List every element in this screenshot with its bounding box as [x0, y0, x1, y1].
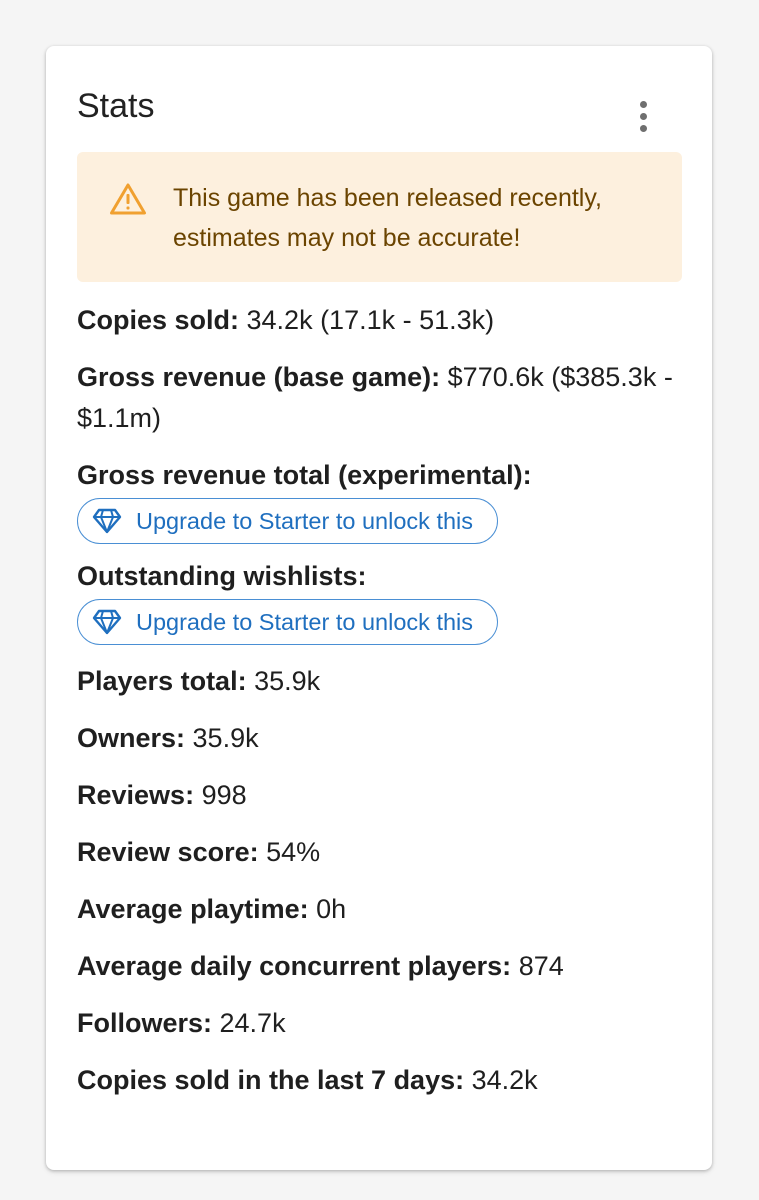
- upgrade-button-label: Upgrade to Starter to unlock this: [136, 608, 474, 635]
- upgrade-button[interactable]: Upgrade to Starter to unlock this: [77, 498, 499, 544]
- stat-value: 874: [511, 951, 564, 981]
- card-title: Stats: [77, 87, 155, 125]
- diamond-icon: [92, 508, 122, 534]
- stat-outstanding-wishlists: Outstanding wishlists: Upgrade to Starte…: [77, 556, 677, 647]
- stat-value: 35.9k: [185, 723, 259, 753]
- stat-label: Review score:: [77, 837, 259, 867]
- upgrade-button-label: Upgrade to Starter to unlock this: [136, 507, 474, 534]
- diamond-icon: [92, 609, 122, 635]
- stat-reviews: Reviews: 998: [77, 775, 677, 816]
- stat-label: Gross revenue total (experimental):: [77, 460, 532, 490]
- upgrade-button[interactable]: Upgrade to Starter to unlock this: [77, 599, 499, 645]
- stats-card: Stats This game has been released recent…: [46, 46, 712, 1170]
- warning-alert: This game has been released recently, es…: [77, 152, 682, 282]
- stat-value: 35.9k: [246, 666, 321, 696]
- stat-average-playtime: Average playtime: 0h: [77, 889, 677, 930]
- stat-review-score: Review score: 54%: [77, 832, 677, 873]
- stat-value: 24.7k: [212, 1008, 286, 1038]
- stat-copies-sold-7d: Copies sold in the last 7 days: 34.2k: [77, 1060, 677, 1101]
- stat-followers: Followers: 24.7k: [77, 1003, 677, 1044]
- stat-copies-sold: Copies sold: 34.2k (17.1k - 51.3k): [77, 300, 677, 341]
- stat-label: Copies sold in the last 7 days:: [77, 1065, 465, 1095]
- stat-label: Followers:: [77, 1008, 213, 1038]
- stat-value: 34.2k (17.1k - 51.3k): [239, 305, 495, 335]
- alert-message: This game has been released recently, es…: [173, 184, 602, 252]
- stat-value: $770.6k ($385.3k - $1.1m): [77, 362, 673, 433]
- stat-label: Average daily concurrent players:: [77, 951, 512, 981]
- stat-label: Copies sold:: [77, 305, 240, 335]
- stat-label: Outstanding wishlists:: [77, 561, 367, 591]
- stat-label: Reviews:: [77, 780, 195, 810]
- stat-label: Owners:: [77, 723, 186, 753]
- stat-value: 34.2k: [464, 1065, 538, 1095]
- stat-label: Gross revenue (base game):: [77, 362, 441, 392]
- stat-owners: Owners: 35.9k: [77, 718, 677, 759]
- stat-gross-revenue-total: Gross revenue total (experimental): Upgr…: [77, 455, 677, 546]
- stat-gross-revenue-base: Gross revenue (base game): $770.6k ($385…: [77, 357, 677, 439]
- more-options-icon[interactable]: [628, 96, 658, 136]
- stat-label: Average playtime:: [77, 894, 309, 924]
- stat-label: Players total:: [77, 666, 247, 696]
- stat-average-daily-ccu: Average daily concurrent players: 874: [77, 946, 677, 987]
- stat-value: 998: [194, 780, 247, 810]
- stat-value: 0h: [308, 894, 347, 924]
- warning-icon: [110, 183, 146, 215]
- stat-value: 54%: [258, 837, 321, 867]
- stat-players-total: Players total: 35.9k: [77, 661, 677, 702]
- stats-list: Copies sold: 34.2k (17.1k - 51.3k) Gross…: [77, 296, 677, 1101]
